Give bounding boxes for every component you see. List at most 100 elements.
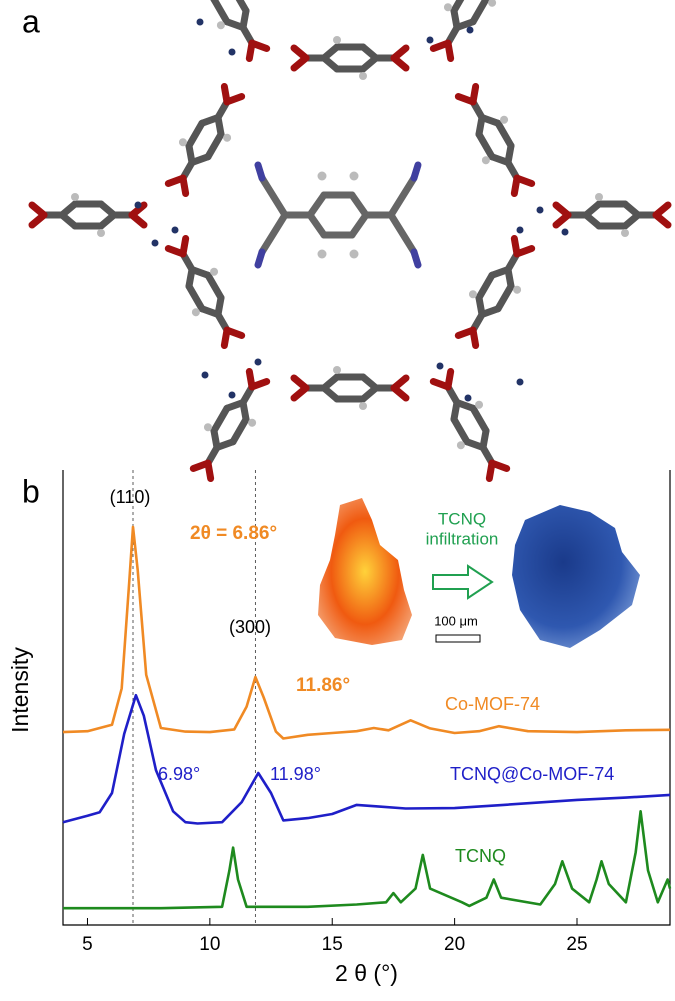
hydrogen — [500, 115, 509, 124]
scale-bar-label: 100 μm — [434, 613, 478, 628]
bond — [229, 0, 250, 15]
bond — [306, 211, 328, 239]
x-tick-label: 5 — [82, 934, 93, 955]
hydrogen — [359, 72, 367, 80]
crystal-before — [318, 498, 412, 645]
crystal-after — [512, 505, 640, 648]
hydrogen — [317, 249, 327, 259]
bond — [188, 153, 212, 167]
metal-ion — [516, 226, 524, 234]
linker — [28, 193, 148, 237]
bond — [387, 211, 418, 256]
bond — [469, 0, 490, 26]
x-axis-label: 2 θ (°) — [335, 960, 398, 986]
linker — [454, 83, 536, 197]
bond — [463, 438, 487, 452]
bond — [290, 384, 310, 402]
metal-ion — [171, 226, 179, 234]
bond — [652, 211, 672, 229]
x-tick-label: 20 — [444, 934, 465, 955]
hydrogen — [317, 171, 327, 181]
hydrogen — [71, 193, 79, 201]
bond — [185, 119, 206, 150]
metal-ion — [196, 18, 204, 26]
bond — [198, 305, 222, 319]
hydrogen — [210, 267, 219, 276]
hydrogen — [456, 441, 465, 450]
scale-bar — [435, 634, 481, 643]
bond — [510, 174, 521, 197]
metal-ion — [228, 391, 236, 399]
bond — [469, 326, 480, 349]
hydrogen — [468, 290, 477, 299]
inset-label: infiltration — [426, 529, 499, 548]
hydrogen — [443, 3, 452, 12]
hydrogen — [621, 229, 629, 237]
linker — [429, 368, 511, 482]
x-tick-label: 15 — [322, 934, 343, 955]
bond — [494, 119, 515, 150]
bond — [185, 282, 206, 313]
bond — [513, 245, 536, 258]
bond — [454, 93, 477, 106]
annotation: 2θ = 6.86° — [190, 523, 277, 544]
metal-ion — [536, 206, 544, 214]
axis-frame — [62, 470, 671, 926]
panel-label: b — [22, 473, 40, 509]
linker — [552, 193, 672, 237]
annotation: (110) — [110, 487, 151, 507]
hydrogen — [488, 0, 497, 7]
bond — [254, 248, 266, 269]
bond — [164, 245, 187, 258]
bond — [248, 378, 271, 391]
metal-ion — [254, 358, 262, 366]
bond — [475, 271, 496, 302]
hydrogen — [595, 193, 603, 201]
bond — [390, 384, 410, 402]
linker — [454, 235, 536, 349]
linker — [290, 366, 410, 410]
data-line — [63, 810, 672, 910]
metal-ion — [228, 48, 236, 56]
bond — [223, 18, 247, 32]
bond — [475, 130, 496, 161]
linker — [290, 36, 410, 80]
panel-label: a — [22, 3, 40, 39]
bond — [450, 415, 471, 446]
bond — [306, 191, 328, 219]
bond — [213, 438, 237, 452]
bond — [210, 0, 231, 26]
bond — [450, 0, 471, 15]
bond — [258, 174, 289, 219]
bond — [390, 54, 410, 72]
bond — [552, 211, 572, 229]
bond — [210, 404, 231, 435]
crystal-structure — [28, 0, 672, 482]
metal-ion — [561, 228, 569, 236]
bond — [220, 326, 231, 349]
bond — [410, 161, 422, 182]
bond — [229, 415, 250, 446]
bond — [488, 153, 512, 167]
x-tick-label: 25 — [566, 934, 587, 955]
bond — [478, 305, 502, 319]
linker — [164, 83, 246, 197]
annotation: (300) — [229, 617, 271, 637]
inset-label: TCNQ — [438, 509, 486, 528]
hydrogen — [359, 402, 367, 410]
hydrogen — [333, 366, 341, 374]
annotation: TCNQ — [455, 846, 506, 866]
bond — [348, 191, 370, 219]
annotation: 11.86° — [296, 675, 350, 696]
linker — [429, 0, 497, 62]
hydrogen — [223, 133, 232, 142]
bond — [290, 54, 310, 72]
metal-ion — [151, 239, 159, 247]
bond — [204, 459, 215, 482]
bond — [254, 161, 266, 182]
hydrogen — [178, 138, 187, 147]
hydrogen — [475, 400, 484, 409]
linker — [164, 235, 246, 349]
bond — [494, 282, 515, 313]
bond — [429, 378, 452, 391]
